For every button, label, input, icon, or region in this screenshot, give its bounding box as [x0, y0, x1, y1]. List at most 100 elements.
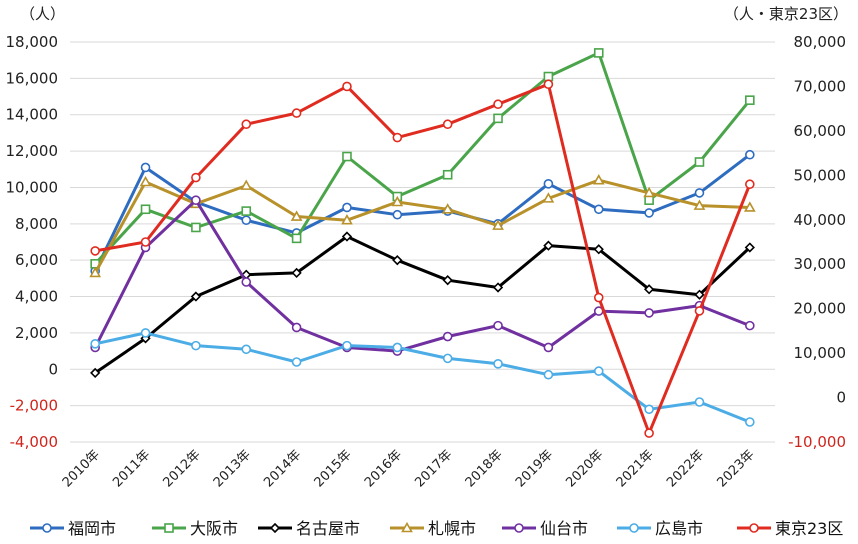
- data-point: [694, 397, 705, 407]
- data-point: [392, 132, 403, 143]
- data-point: [442, 119, 453, 130]
- data-point: [492, 282, 504, 293]
- x-tick-label: 2010年: [60, 447, 103, 490]
- data-point: [493, 99, 503, 110]
- data-point: [191, 340, 201, 351]
- right-tick-label: 80,000: [794, 33, 847, 51]
- data-point: [593, 204, 604, 215]
- series-line: [94, 235, 751, 375]
- left-tick-label: 16,000: [6, 69, 59, 87]
- data-point: [90, 367, 101, 379]
- x-tick-label: 2017年: [412, 447, 455, 490]
- data-point: [442, 331, 453, 342]
- series-仙台市: [90, 195, 755, 356]
- data-point: [543, 71, 554, 82]
- data-point: [240, 179, 253, 190]
- right-tick-label: 70,000: [794, 77, 847, 95]
- legend-item: 福岡市: [30, 519, 116, 538]
- data-point: [291, 357, 302, 367]
- data-point: [140, 237, 151, 247]
- data-point: [694, 157, 705, 167]
- left-tick-label: 12,000: [6, 142, 59, 160]
- data-point: [392, 255, 403, 266]
- data-point: [89, 266, 102, 278]
- series-line: [94, 51, 751, 265]
- data-point: [694, 188, 705, 198]
- x-tick-label: 2019年: [513, 447, 556, 490]
- legend-label: 東京23区: [775, 519, 843, 538]
- series-line: [93, 178, 750, 274]
- data-point: [342, 151, 352, 162]
- x-tick-label: 2016年: [362, 447, 405, 490]
- data-point: [643, 284, 655, 295]
- data-point: [694, 289, 705, 300]
- legend-item: 仙台市: [502, 519, 588, 538]
- data-point: [493, 320, 503, 331]
- series-line: [93, 153, 751, 272]
- series-札幌市: [89, 174, 756, 278]
- data-point: [241, 344, 252, 355]
- data-point: [643, 186, 655, 198]
- data-point: [341, 214, 353, 225]
- data-point: [493, 113, 503, 124]
- data-point: [745, 149, 755, 160]
- data-point: [542, 192, 555, 203]
- series-東京23区: [90, 79, 755, 438]
- right-tick-label: -10,000: [788, 433, 846, 451]
- legend-item: 名古屋市: [258, 519, 360, 538]
- legend-item: 大阪市: [152, 519, 238, 538]
- legend: 福岡市 大阪市 名古屋市 札幌市 仙台市 広島市 東京23区: [30, 519, 843, 538]
- right-tick-label: 40,000: [794, 211, 847, 229]
- data-point: [290, 210, 303, 221]
- data-point: [593, 292, 604, 303]
- data-point: [190, 291, 202, 302]
- data-point: [140, 204, 151, 215]
- data-point: [442, 353, 453, 364]
- x-tick-label: 2011年: [110, 447, 153, 490]
- left-axis-ticks: 18,000 16,000 14,000 12,000 10,000 8,000 6,000…: [6, 33, 59, 451]
- x-axis-ticks: 2010年 2011年 2012年 2013年 2014年 2015年 2016年 2017年…: [60, 447, 758, 490]
- left-axis-unit: （人）: [20, 5, 65, 23]
- x-tick-label: 2013年: [211, 447, 254, 490]
- right-axis-unit: （人・東京23区）: [724, 5, 848, 23]
- data-point: [90, 339, 100, 349]
- legend-item: 札幌市: [390, 519, 476, 538]
- legend-label: 名古屋市: [296, 519, 360, 538]
- data-point: [543, 79, 554, 90]
- data-point: [749, 523, 759, 533]
- left-tick-label: 4,000: [15, 288, 58, 306]
- data-point: [139, 175, 152, 187]
- data-point: [593, 366, 604, 376]
- left-tick-label: 2,000: [15, 324, 58, 342]
- x-tick-label: 2023年: [714, 447, 757, 490]
- series-大阪市: [90, 48, 755, 269]
- data-point: [401, 521, 413, 533]
- data-point: [342, 81, 352, 92]
- legend-label: 仙台市: [540, 519, 588, 538]
- left-tick-label: 0: [48, 360, 58, 378]
- left-tick-label: -2,000: [10, 397, 58, 415]
- data-point: [593, 244, 604, 255]
- data-point: [269, 522, 281, 534]
- data-point: [442, 169, 453, 180]
- legend-item: 広島市: [617, 519, 703, 538]
- data-point: [592, 174, 605, 185]
- x-tick-label: 2012年: [161, 447, 204, 490]
- data-point: [391, 195, 404, 207]
- left-tick-label: -4,000: [10, 433, 58, 451]
- data-point: [90, 246, 100, 256]
- legend-label: 大阪市: [190, 519, 238, 538]
- data-point: [644, 195, 654, 205]
- data-point: [543, 369, 554, 380]
- data-point: [291, 322, 302, 333]
- data-point: [744, 242, 755, 253]
- x-tick-label: 2022年: [664, 447, 707, 490]
- right-tick-label: 20,000: [794, 300, 847, 318]
- series-名古屋市: [90, 231, 755, 379]
- data-point: [644, 428, 654, 438]
- data-point: [629, 523, 639, 533]
- legend-label: 福岡市: [68, 519, 116, 538]
- data-point: [342, 202, 352, 213]
- series-line: [94, 82, 752, 435]
- data-point: [644, 208, 654, 218]
